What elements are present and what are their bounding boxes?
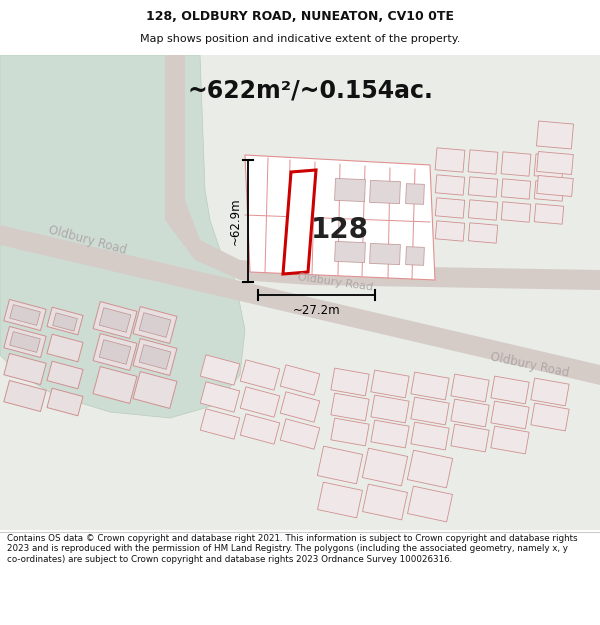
Polygon shape xyxy=(133,339,177,376)
Polygon shape xyxy=(47,334,83,362)
Polygon shape xyxy=(435,148,465,172)
Polygon shape xyxy=(280,392,320,422)
Polygon shape xyxy=(0,55,245,418)
Polygon shape xyxy=(335,179,365,201)
Polygon shape xyxy=(53,313,77,331)
Polygon shape xyxy=(534,181,564,201)
Polygon shape xyxy=(200,382,240,412)
Polygon shape xyxy=(534,204,564,224)
Polygon shape xyxy=(4,381,46,411)
Polygon shape xyxy=(411,422,449,450)
Polygon shape xyxy=(536,121,574,149)
Polygon shape xyxy=(468,150,498,174)
Polygon shape xyxy=(406,247,424,265)
Polygon shape xyxy=(501,152,531,176)
Polygon shape xyxy=(245,155,435,280)
Polygon shape xyxy=(451,374,489,402)
Polygon shape xyxy=(534,154,564,178)
Polygon shape xyxy=(4,299,46,331)
Polygon shape xyxy=(371,420,409,448)
Polygon shape xyxy=(411,372,449,400)
Polygon shape xyxy=(200,409,240,439)
Polygon shape xyxy=(280,419,320,449)
Polygon shape xyxy=(10,304,40,326)
Polygon shape xyxy=(370,181,400,204)
Polygon shape xyxy=(468,223,498,243)
Text: 128, OLDBURY ROAD, NUNEATON, CV10 0TE: 128, OLDBURY ROAD, NUNEATON, CV10 0TE xyxy=(146,10,454,23)
Polygon shape xyxy=(536,151,574,174)
Polygon shape xyxy=(370,244,400,264)
Polygon shape xyxy=(491,401,529,429)
Text: Oldbury Road: Oldbury Road xyxy=(490,350,571,380)
Polygon shape xyxy=(407,450,452,488)
Polygon shape xyxy=(411,397,449,425)
Polygon shape xyxy=(435,198,465,218)
Polygon shape xyxy=(537,176,573,196)
Polygon shape xyxy=(468,177,498,197)
Polygon shape xyxy=(331,393,369,421)
Polygon shape xyxy=(335,241,365,262)
Polygon shape xyxy=(331,368,369,396)
Text: Oldbury Road: Oldbury Road xyxy=(297,272,373,292)
Polygon shape xyxy=(491,426,529,454)
Polygon shape xyxy=(200,355,240,385)
Polygon shape xyxy=(362,448,407,486)
Polygon shape xyxy=(47,388,83,416)
Polygon shape xyxy=(10,332,40,352)
Polygon shape xyxy=(133,306,177,344)
Polygon shape xyxy=(283,170,316,274)
Polygon shape xyxy=(468,200,498,220)
Polygon shape xyxy=(501,202,531,222)
Polygon shape xyxy=(139,312,171,338)
Polygon shape xyxy=(0,225,600,385)
Polygon shape xyxy=(93,301,137,339)
Polygon shape xyxy=(47,308,83,335)
Polygon shape xyxy=(531,378,569,406)
Polygon shape xyxy=(99,339,131,364)
Polygon shape xyxy=(407,486,452,522)
Polygon shape xyxy=(93,334,137,371)
Polygon shape xyxy=(240,360,280,390)
Polygon shape xyxy=(4,354,46,384)
Text: 128: 128 xyxy=(311,216,369,244)
Polygon shape xyxy=(47,361,83,389)
Polygon shape xyxy=(406,184,424,204)
Polygon shape xyxy=(240,387,280,417)
Polygon shape xyxy=(451,399,489,427)
Text: ~622m²/~0.154ac.: ~622m²/~0.154ac. xyxy=(187,78,433,102)
Polygon shape xyxy=(317,446,362,484)
Polygon shape xyxy=(371,370,409,398)
Polygon shape xyxy=(451,424,489,452)
Text: ~27.2m: ~27.2m xyxy=(293,304,340,317)
Polygon shape xyxy=(280,365,320,395)
Polygon shape xyxy=(317,482,362,518)
Text: ~62.9m: ~62.9m xyxy=(229,198,242,245)
Polygon shape xyxy=(435,221,465,241)
Polygon shape xyxy=(362,484,407,520)
Polygon shape xyxy=(133,371,177,409)
Text: Map shows position and indicative extent of the property.: Map shows position and indicative extent… xyxy=(140,34,460,44)
Polygon shape xyxy=(491,376,529,404)
Polygon shape xyxy=(165,55,600,290)
Text: Contains OS data © Crown copyright and database right 2021. This information is : Contains OS data © Crown copyright and d… xyxy=(7,534,578,564)
Polygon shape xyxy=(435,175,465,195)
Polygon shape xyxy=(331,418,369,446)
Polygon shape xyxy=(240,414,280,444)
Polygon shape xyxy=(531,403,569,431)
Polygon shape xyxy=(371,395,409,423)
Text: Oldbury Road: Oldbury Road xyxy=(47,223,128,257)
Polygon shape xyxy=(4,326,46,357)
Polygon shape xyxy=(139,344,171,369)
Polygon shape xyxy=(99,308,131,332)
Polygon shape xyxy=(501,179,531,199)
Polygon shape xyxy=(93,366,137,404)
